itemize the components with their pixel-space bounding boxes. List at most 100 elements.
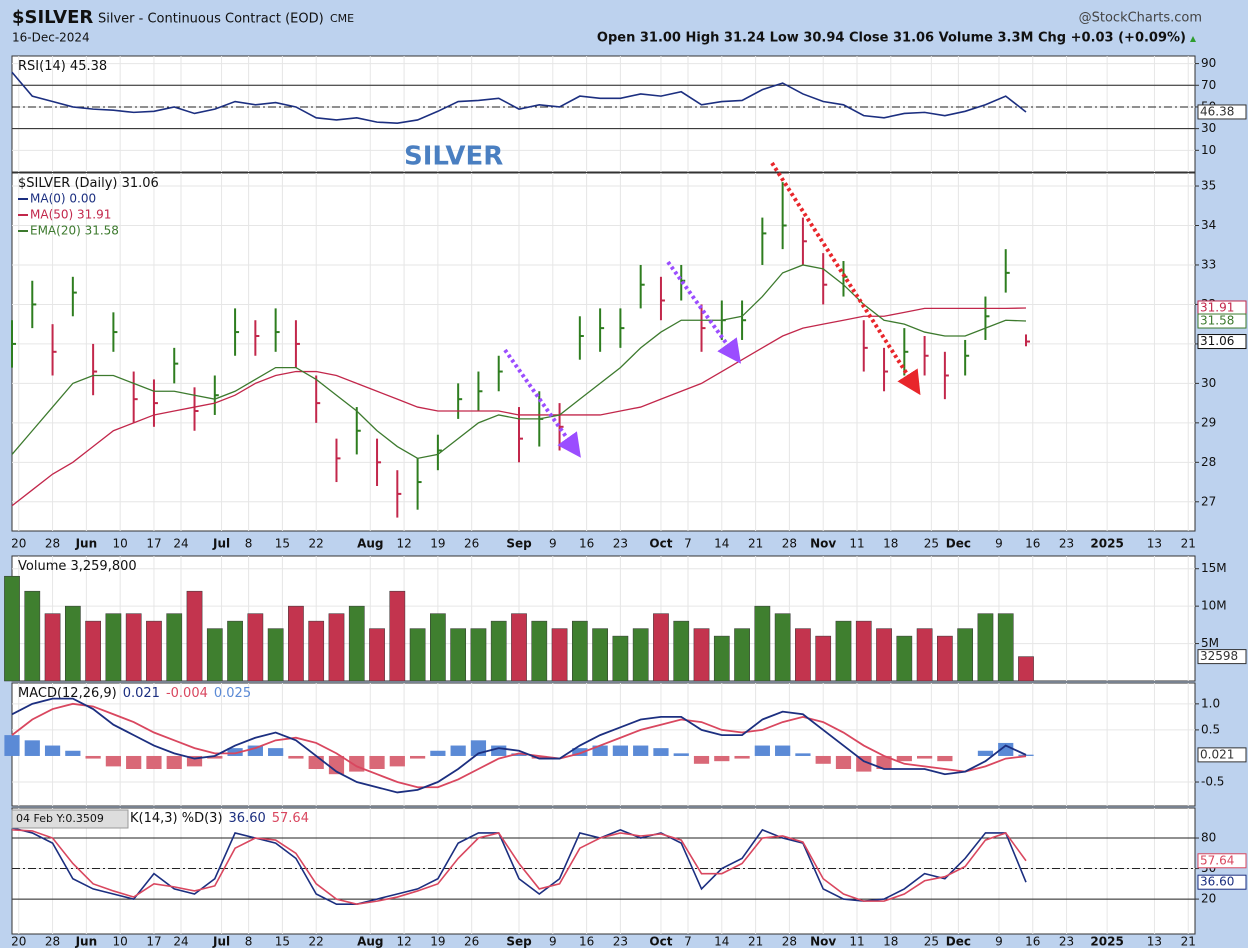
y-tick-label: 35 — [1201, 179, 1216, 193]
y-tick-label: 27 — [1201, 494, 1216, 508]
x-tick-label: Oct — [649, 537, 672, 551]
volume-bar — [795, 628, 811, 682]
x-tick-label: 8 — [245, 935, 253, 948]
x-tick-label: 16 — [579, 537, 594, 551]
volume-bar — [64, 605, 81, 682]
quote: Open 31.00 High 31.24 Low 30.94 Close 31… — [597, 31, 1186, 46]
volume-bar — [105, 613, 122, 682]
histogram-bar — [896, 755, 912, 762]
x-tick-label: 22 — [309, 537, 324, 551]
y-tick-label: 0.5 — [1201, 722, 1220, 736]
histogram-bar — [4, 735, 20, 756]
x-tick-label: Dec — [946, 935, 971, 948]
volume-bar — [44, 613, 61, 682]
histogram-bar — [85, 755, 101, 759]
histogram-bar — [227, 748, 243, 756]
series-line — [11, 307, 1027, 507]
volume-bar — [470, 628, 487, 682]
volume-bar — [997, 613, 1014, 682]
histogram-bar — [592, 745, 608, 756]
histogram-bar — [916, 755, 933, 759]
x-tick-label: 11 — [849, 935, 864, 948]
panel: 5M 10M 15M Volume 3,259,800 32598 — [4, 555, 1247, 682]
histogram-bar — [247, 745, 263, 756]
histogram-bar — [653, 748, 669, 756]
legend-entry: EMA(20) 31.58 — [30, 224, 119, 238]
y-tick-label: 90 — [1201, 56, 1216, 70]
arrow — [666, 260, 741, 364]
x-tick-label: 9 — [995, 935, 1003, 948]
last-value-label: 36.60 — [1200, 875, 1234, 889]
x-tick-label: Nov — [810, 935, 836, 948]
x-tick-label: 28 — [782, 935, 797, 948]
volume-bar — [85, 620, 101, 682]
volume-bar — [551, 628, 568, 682]
volume-bar — [227, 620, 243, 682]
x-tick-label: 10 — [113, 537, 128, 551]
histogram-bar — [450, 745, 466, 756]
symbol: $SILVER — [12, 7, 93, 28]
volume-bar — [4, 575, 20, 682]
annotation: SILVER — [404, 142, 503, 172]
x-tick-label: 18 — [883, 537, 898, 551]
histogram-bar — [633, 745, 649, 756]
exchange: CME — [330, 12, 354, 25]
last-value-box — [1197, 747, 1247, 763]
x-tick-label: 23 — [1059, 537, 1074, 551]
x-tick-label: 24 — [173, 537, 188, 551]
x-tick-label: Aug — [357, 537, 383, 551]
volume-bar — [450, 628, 467, 682]
last-value-box — [1197, 334, 1247, 350]
histogram-bar — [308, 755, 324, 769]
last-value-label: 31.91 — [1200, 300, 1234, 314]
x-tick-label: Jun — [75, 537, 98, 551]
last-value-box — [1197, 874, 1247, 890]
volume-bar — [835, 620, 852, 682]
histogram-bar — [876, 755, 892, 769]
tooltip: 04 Feb Y:0.3509 — [16, 812, 104, 825]
x-tick-label: 26 — [464, 935, 479, 948]
volume-bar — [713, 635, 730, 682]
y-tick-label: 10 — [1201, 143, 1216, 157]
x-tick-label: 18 — [883, 935, 898, 948]
volume-bar — [612, 635, 629, 682]
histogram-bar — [937, 755, 953, 762]
histogram-bar — [126, 755, 142, 769]
x-tick-label: 26 — [464, 537, 479, 551]
volume-bar — [916, 628, 933, 682]
histogram-bar — [511, 753, 527, 756]
volume-bar — [24, 590, 41, 682]
x-tick-label: 13 — [1147, 537, 1162, 551]
y-tick-label: 1.0 — [1201, 696, 1220, 710]
volume-bar — [186, 590, 203, 682]
histogram-bar — [369, 755, 385, 769]
y-tick-label: 80 — [1201, 831, 1216, 845]
x-tick-label: 23 — [613, 537, 628, 551]
y-tick-label: 15M — [1201, 561, 1227, 575]
legend-title: MACD(12,26,9) — [18, 686, 117, 701]
x-tick-label: 9 — [549, 537, 557, 551]
histogram-bar — [44, 745, 61, 756]
histogram-bar — [207, 755, 223, 759]
legend-entry: MA(0) 0.00 — [30, 192, 96, 206]
last-value-label: 57.64 — [1200, 853, 1234, 867]
volume-bar — [288, 605, 304, 682]
histogram-bar — [1018, 754, 1034, 756]
histogram-bar — [186, 755, 203, 767]
panel: 205080K(14,3) %D(3)36.6057.6436.6057.640… — [11, 807, 1247, 935]
volume-bar — [247, 613, 264, 682]
legend-entry: 0.025 — [214, 686, 251, 701]
histogram-bar — [815, 755, 831, 764]
histogram-bar — [146, 755, 162, 769]
x-tick-label: 21 — [1181, 537, 1196, 551]
volume-bar — [166, 613, 183, 682]
x-tick-label: 7 — [684, 935, 692, 948]
series-line — [11, 264, 1027, 460]
histogram-bar — [856, 755, 872, 772]
legend-entry: 0.021 — [123, 686, 160, 701]
x-tick-label: 15 — [275, 935, 290, 948]
histogram-bar — [105, 755, 122, 767]
